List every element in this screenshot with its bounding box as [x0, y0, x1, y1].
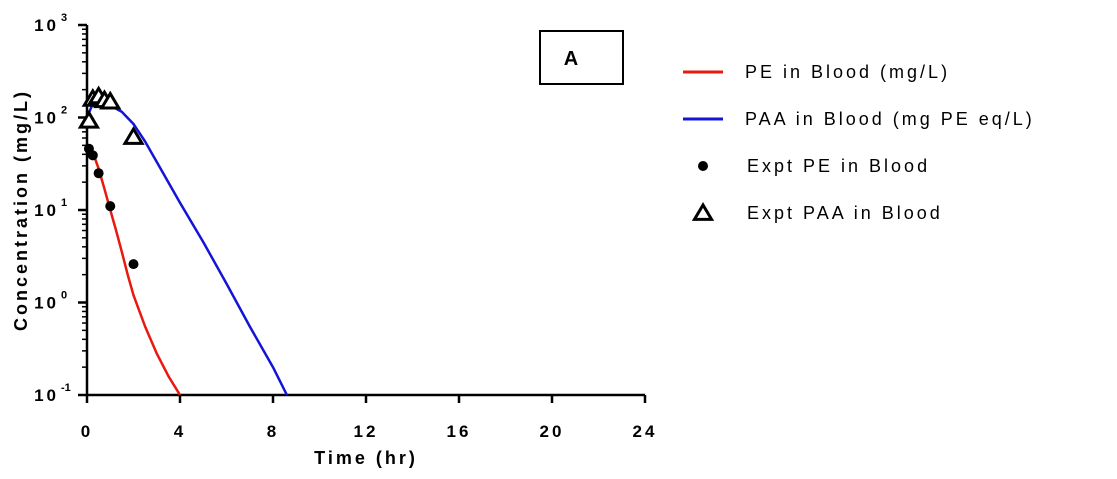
y-tick-exponent: 1: [61, 197, 67, 209]
data-point-circle: [105, 201, 116, 212]
panel-label-frame: [539, 30, 624, 85]
x-axis-title: Time (hr): [314, 448, 418, 468]
data-point-triangle: [77, 109, 101, 129]
legend: PE in Blood (mg/L) PAA in Blood (mg PE eq…: [683, 62, 1035, 223]
y-tick-label: 10: [34, 201, 59, 220]
data-point-triangle: [99, 90, 122, 110]
legend-label: Expt PAA in Blood: [747, 203, 943, 223]
series-line: [85, 102, 289, 396]
legend-label: PAA in Blood (mg PE eq/L): [745, 109, 1035, 129]
y-tick-exponent: 3: [61, 12, 67, 24]
legend-swatch-triangle: [691, 202, 715, 221]
x-tick-label: 16: [447, 422, 472, 441]
series-points: [77, 85, 145, 270]
x-tick-label: 24: [633, 422, 658, 441]
y-tick-exponent: -1: [61, 382, 71, 394]
data-point-circle: [128, 259, 139, 270]
y-tick-label: 10: [34, 16, 59, 35]
x-tick-label: 0: [81, 422, 93, 441]
panel-label: A: [564, 48, 578, 70]
series-line: [86, 144, 182, 396]
legend-label: PE in Blood (mg/L): [745, 62, 950, 82]
legend-swatch-circle: [698, 161, 708, 171]
data-point-circle: [93, 168, 104, 179]
y-tick-label: 10: [34, 386, 59, 405]
panel-label-box: A: [539, 30, 624, 85]
x-ticks: 0 4 8 12 16 20 24: [81, 395, 658, 441]
x-tick-label: 12: [354, 422, 379, 441]
y-tick-exponent: 0: [61, 290, 67, 302]
x-tick-label: 20: [540, 422, 565, 441]
y-tick-label: 10: [34, 294, 59, 313]
x-tick-label: 4: [174, 422, 186, 441]
x-tick-label: 8: [267, 422, 279, 441]
y-tick-label: 10: [34, 109, 59, 128]
data-point-circle: [87, 150, 98, 161]
legend-label: Expt PE in Blood: [747, 156, 930, 176]
y-axis-title: Concentration (mg/L): [11, 89, 31, 331]
y-tick-exponent: 2: [61, 105, 67, 117]
series-lines: [85, 102, 289, 396]
data-point-triangle: [122, 126, 145, 145]
